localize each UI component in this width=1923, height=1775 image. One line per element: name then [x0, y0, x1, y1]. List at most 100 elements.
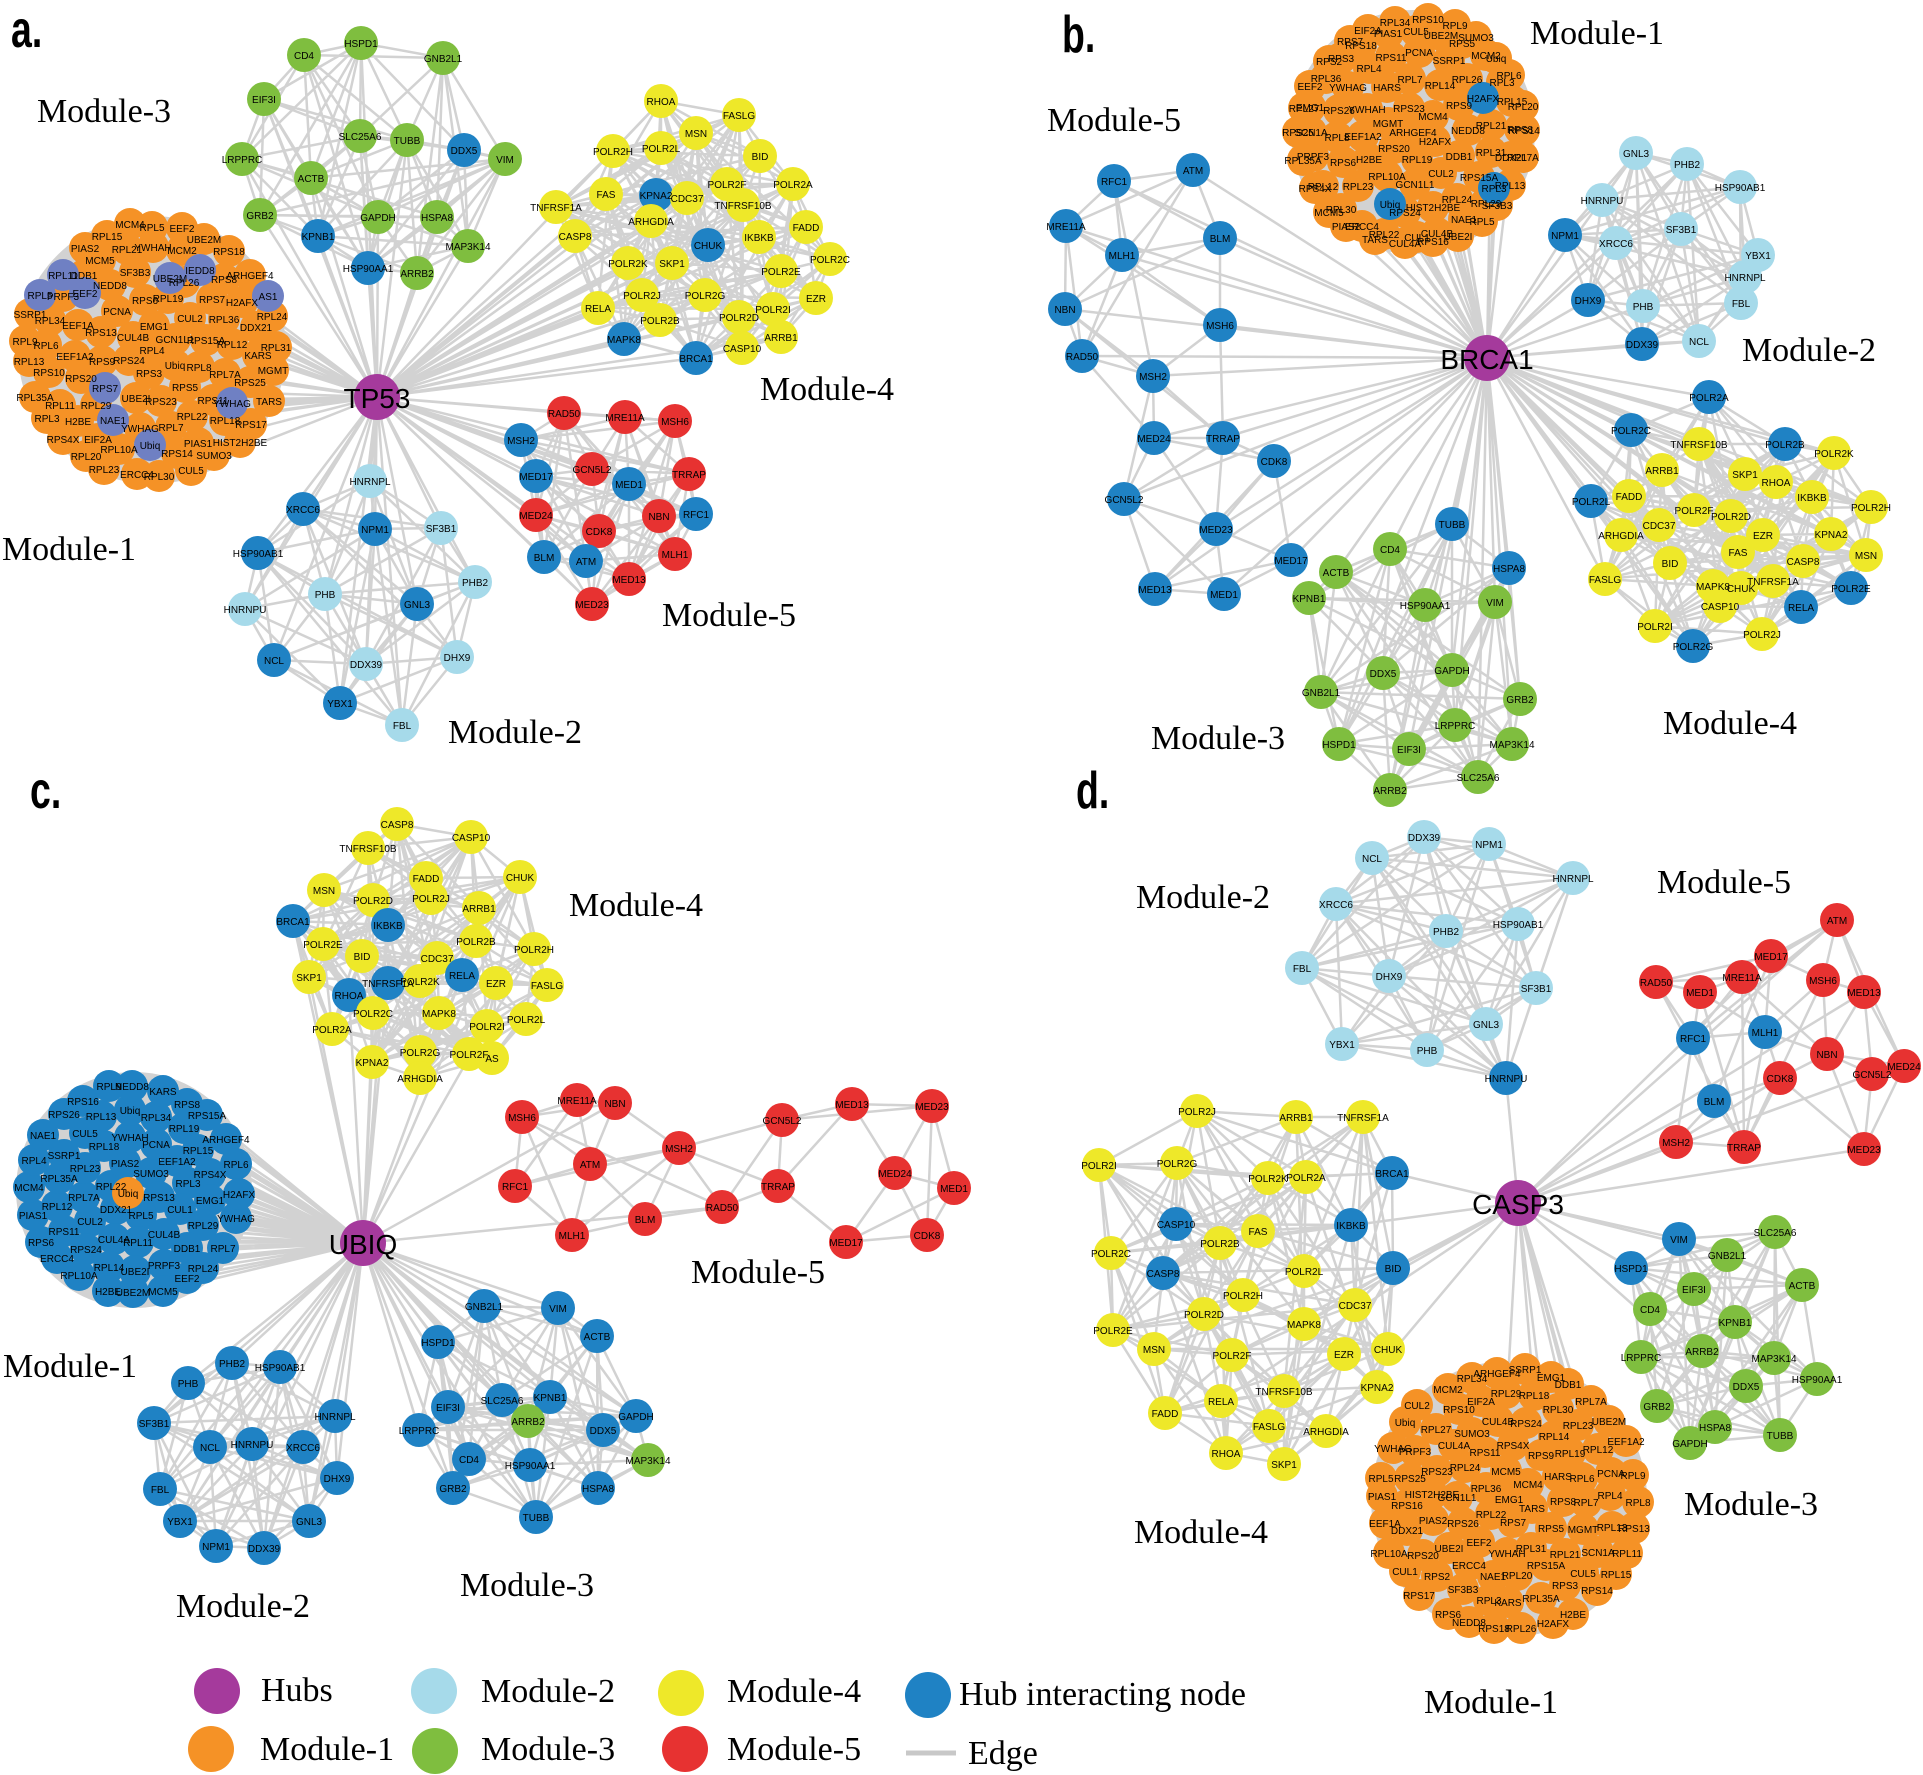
svg-text:RPS4X: RPS4X — [1299, 184, 1332, 195]
svg-text:ARHGDIA: ARHGDIA — [1598, 531, 1644, 542]
svg-text:RPS11: RPS11 — [49, 1227, 80, 1238]
svg-text:MSN: MSN — [313, 886, 335, 897]
svg-text:RPL22: RPL22 — [96, 1182, 127, 1193]
svg-text:RPS2: RPS2 — [1424, 1572, 1451, 1583]
svg-text:RPL30: RPL30 — [1543, 1405, 1574, 1416]
svg-text:UBE2M: UBE2M — [153, 274, 187, 285]
svg-text:NCL: NCL — [200, 1443, 220, 1454]
svg-text:RPS8: RPS8 — [1507, 125, 1534, 136]
svg-text:RPL19: RPL19 — [1555, 1449, 1586, 1460]
svg-text:RPL4: RPL4 — [139, 346, 164, 357]
svg-text:MED23: MED23 — [575, 600, 609, 611]
svg-text:YWHAH: YWHAH — [1348, 105, 1385, 116]
svg-text:RPL21: RPL21 — [112, 245, 143, 256]
svg-text:MSH6: MSH6 — [508, 1113, 536, 1124]
svg-text:CD4: CD4 — [294, 51, 314, 62]
svg-text:RPS5: RPS5 — [1449, 39, 1476, 50]
svg-text:TNFRSF1A: TNFRSF1A — [362, 979, 414, 990]
svg-text:RPL36: RPL36 — [1311, 74, 1342, 85]
svg-text:BLM: BLM — [635, 1215, 656, 1226]
svg-text:HSP90AB1: HSP90AB1 — [233, 549, 284, 560]
svg-text:ARRB2: ARRB2 — [511, 1417, 545, 1428]
svg-text:MRE11A: MRE11A — [1722, 973, 1762, 984]
svg-text:KPNB1: KPNB1 — [302, 232, 335, 243]
svg-text:HSP90AB1: HSP90AB1 — [255, 1363, 306, 1374]
svg-text:CD4: CD4 — [1380, 545, 1400, 556]
svg-text:KARS: KARS — [1494, 1598, 1522, 1609]
svg-text:IKBKB: IKBKB — [1336, 1221, 1366, 1232]
svg-text:Hubs: Hubs — [261, 1672, 333, 1709]
svg-text:FADD: FADD — [413, 874, 440, 885]
svg-text:RPS15A: RPS15A — [187, 336, 226, 347]
svg-text:Ubiq: Ubiq — [1395, 1418, 1416, 1429]
svg-text:RHOA: RHOA — [1762, 478, 1791, 489]
svg-text:POLR2A: POLR2A — [773, 180, 813, 191]
svg-text:NAE1: NAE1 — [100, 416, 127, 427]
svg-text:EZR: EZR — [806, 294, 826, 305]
svg-text:CHUK: CHUK — [694, 241, 723, 252]
svg-text:POLR2B: POLR2B — [456, 937, 496, 948]
svg-text:RPL35A: RPL35A — [1522, 1594, 1560, 1605]
svg-text:RPS23: RPS23 — [1421, 1467, 1453, 1478]
svg-text:POLR2B: POLR2B — [640, 316, 680, 327]
svg-text:RPL31: RPL31 — [1516, 1544, 1547, 1555]
svg-text:MED13: MED13 — [835, 1100, 869, 1111]
svg-text:MCM2: MCM2 — [167, 246, 197, 257]
svg-text:EMG1: EMG1 — [1495, 1495, 1524, 1506]
svg-text:ARHGEF4: ARHGEF4 — [1473, 1369, 1521, 1380]
svg-text:Module-2: Module-2 — [448, 714, 582, 751]
svg-text:ARHGEF4: ARHGEF4 — [1389, 128, 1437, 139]
svg-text:SSRP1: SSRP1 — [1509, 1365, 1542, 1376]
svg-text:ARRB2: ARRB2 — [400, 269, 434, 280]
svg-text:RPL5: RPL5 — [1469, 217, 1494, 228]
svg-text:RPL10A: RPL10A — [60, 1271, 98, 1282]
svg-text:RPS15A: RPS15A — [188, 1111, 227, 1122]
svg-text:PIAS1: PIAS1 — [1374, 29, 1403, 40]
svg-text:EEF1A2: EEF1A2 — [56, 352, 94, 363]
svg-text:PHB2: PHB2 — [1674, 160, 1701, 171]
svg-text:c.: c. — [30, 761, 61, 820]
svg-text:CUL2: CUL2 — [1404, 1401, 1430, 1412]
svg-text:RPS16: RPS16 — [1391, 1501, 1423, 1512]
svg-text:POLR2G: POLR2G — [1157, 1159, 1198, 1170]
svg-text:DDB1: DDB1 — [71, 271, 98, 282]
svg-text:RPL36: RPL36 — [1471, 1484, 1502, 1495]
svg-text:BID: BID — [752, 152, 769, 163]
svg-text:RPS13: RPS13 — [143, 1193, 175, 1204]
svg-text:KARS: KARS — [149, 1087, 177, 1098]
svg-text:TNFRSF10B: TNFRSF10B — [1670, 440, 1728, 451]
svg-text:RPL24: RPL24 — [257, 312, 288, 323]
svg-text:CASP8: CASP8 — [1787, 557, 1820, 568]
svg-text:PCNA: PCNA — [1405, 48, 1433, 59]
svg-text:MCM4: MCM4 — [1513, 1480, 1543, 1491]
svg-text:CASP8: CASP8 — [1147, 1269, 1180, 1280]
svg-text:HSPD1: HSPD1 — [1322, 740, 1356, 751]
svg-text:RPS10: RPS10 — [33, 368, 65, 379]
svg-text:LRPPRC: LRPPRC — [399, 1426, 440, 1437]
svg-text:RPL21: RPL21 — [1476, 121, 1507, 132]
svg-text:POLR2A: POLR2A — [312, 1025, 352, 1036]
svg-text:RPS5: RPS5 — [172, 383, 199, 394]
svg-text:RPL12: RPL12 — [1308, 182, 1339, 193]
svg-text:POLR2B: POLR2B — [1200, 1239, 1240, 1250]
svg-text:RPS17: RPS17 — [1403, 1591, 1435, 1602]
svg-text:POLR2K: POLR2K — [400, 977, 440, 988]
svg-text:MED1: MED1 — [615, 480, 643, 491]
svg-text:CUL5: CUL5 — [1403, 27, 1429, 38]
svg-text:RPL26: RPL26 — [1452, 75, 1483, 86]
svg-text:SUMO3: SUMO3 — [133, 1169, 169, 1180]
svg-text:UBE2M: UBE2M — [116, 1288, 150, 1299]
svg-text:KPNB1: KPNB1 — [534, 1393, 567, 1404]
svg-text:NBN: NBN — [1816, 1050, 1837, 1061]
svg-text:CD4: CD4 — [1640, 1305, 1660, 1316]
svg-text:BRCA1: BRCA1 — [276, 917, 310, 928]
svg-text:RPS17: RPS17 — [235, 420, 267, 431]
svg-text:FAS: FAS — [1249, 1227, 1268, 1238]
svg-text:CDC37: CDC37 — [671, 194, 704, 205]
svg-text:PHB: PHB — [315, 590, 336, 601]
svg-text:Ubiq: Ubiq — [140, 441, 161, 452]
svg-text:Module-3: Module-3 — [1684, 1486, 1818, 1523]
svg-text:MAPK8: MAPK8 — [607, 335, 641, 346]
svg-text:H2BE: H2BE — [1560, 1610, 1586, 1621]
svg-text:MCM4: MCM4 — [115, 220, 145, 231]
